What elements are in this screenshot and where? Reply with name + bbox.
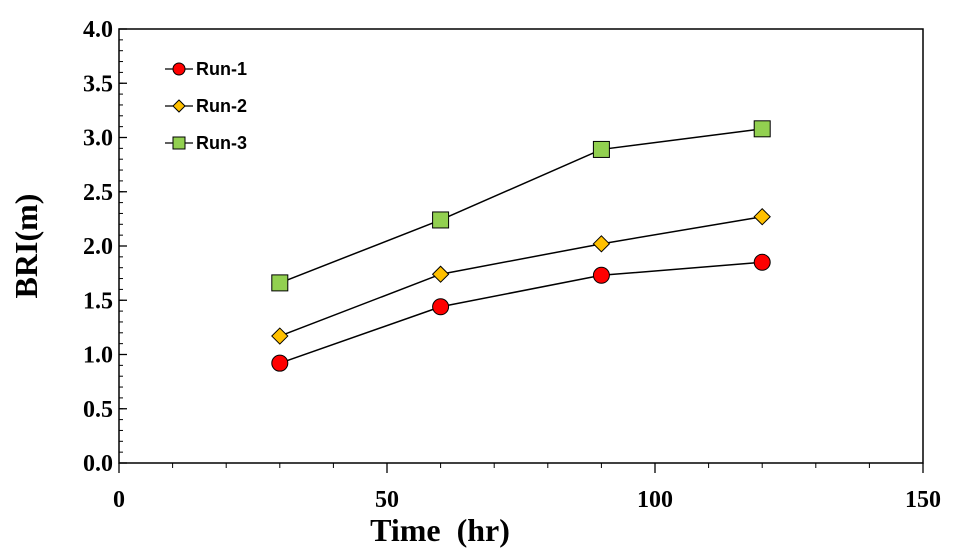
- data-point-run-1: [432, 298, 450, 316]
- data-point-run-1: [271, 354, 289, 372]
- y-tick-label: 0.5: [83, 397, 113, 423]
- legend-label: Run-2: [196, 96, 247, 116]
- y-tick-label: 0.0: [83, 451, 113, 477]
- y-tick-label: 1.5: [83, 288, 113, 314]
- data-point-run-1: [592, 266, 610, 284]
- x-tick-label: 0: [113, 487, 125, 513]
- data-point-run-3: [432, 211, 450, 229]
- legend-item-run-3: Run-3: [165, 133, 247, 153]
- legend-item-run-1: Run-1: [165, 59, 247, 79]
- legend-marker-run-3: [172, 136, 186, 150]
- x-tick-label: 150: [905, 487, 941, 513]
- series-line-run-1: [279, 261, 763, 364]
- y-tick-label: 3.0: [83, 126, 113, 152]
- data-point-run-3: [271, 274, 289, 292]
- data-point-run-1: [753, 253, 771, 271]
- data-point-run-2: [592, 235, 611, 253]
- legend-marker-run-1: [172, 62, 186, 76]
- series-line-run-3: [279, 128, 763, 284]
- legend-item-run-2: Run-2: [165, 96, 247, 116]
- y-tick-label: 2.5: [83, 180, 113, 206]
- data-point-run-2: [271, 327, 289, 345]
- data-point-run-3: [753, 120, 771, 138]
- series-run-3: [271, 120, 771, 292]
- y-tick-label: 4.0: [83, 17, 113, 43]
- x-tick-label: 100: [637, 487, 673, 513]
- series-group: [271, 120, 771, 372]
- series-run-1: [271, 253, 771, 372]
- legend-marker-run-2: [172, 99, 186, 113]
- axes: 0.0 0.5 1.0 1.5 2.0 2.5 3.0 3.5 4.0 0 50 100 150: [83, 17, 941, 513]
- data-point-run-3: [592, 140, 610, 158]
- plot-area: [118, 28, 924, 464]
- legend-label: Run-3: [196, 133, 247, 153]
- y-tick-label: 1.0: [83, 343, 113, 369]
- y-axis-title: BRI(m): [8, 194, 44, 299]
- series-run-2: [271, 207, 771, 345]
- y-tick-label: 2.0: [83, 234, 113, 260]
- x-tick-label: 50: [375, 487, 399, 513]
- x-axis-title: Time (hr): [370, 512, 510, 548]
- legend: Run-1 Run-2 Run-3: [165, 59, 247, 153]
- legend-label: Run-1: [196, 59, 247, 79]
- data-point-run-2: [753, 207, 771, 226]
- y-tick-label: 3.5: [83, 71, 113, 97]
- series-line-run-2: [279, 215, 763, 337]
- data-point-run-2: [431, 265, 450, 283]
